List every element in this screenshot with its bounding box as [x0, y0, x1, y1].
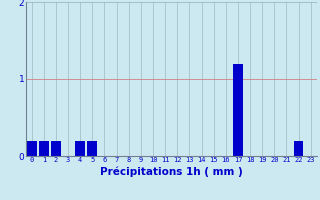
Bar	[233, 64, 243, 156]
Bar	[75, 141, 85, 156]
Bar	[39, 141, 49, 156]
Bar	[294, 141, 303, 156]
Bar	[87, 141, 97, 156]
X-axis label: Précipitations 1h ( mm ): Précipitations 1h ( mm )	[100, 166, 243, 177]
Bar	[27, 141, 36, 156]
Bar	[51, 141, 61, 156]
